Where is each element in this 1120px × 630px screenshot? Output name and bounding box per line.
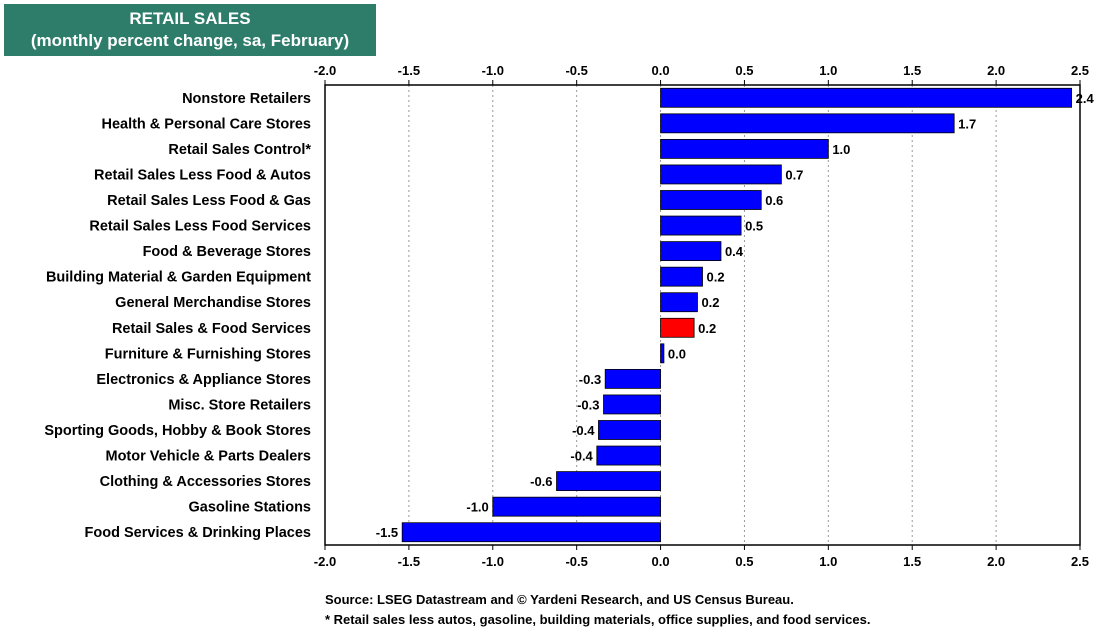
- bar: [660, 241, 722, 262]
- data-label: 2.4: [1076, 91, 1095, 106]
- data-label: 0.2: [698, 321, 716, 336]
- data-label: -0.3: [579, 372, 601, 387]
- data-label: 0.5: [745, 219, 763, 234]
- tick-label-top: 0.5: [735, 63, 753, 78]
- category-label: Retail Sales Less Food & Gas: [107, 193, 311, 209]
- data-label: -0.6: [530, 474, 552, 489]
- category-label: General Merchandise Stores: [115, 295, 311, 311]
- data-label: 1.7: [958, 116, 976, 131]
- category-label: Nonstore Retailers: [182, 91, 311, 107]
- tick-label-bottom: -2.0: [314, 554, 336, 569]
- tick-label-bottom: 0.5: [735, 554, 753, 569]
- bar: [660, 317, 695, 338]
- bar: [660, 292, 698, 313]
- bar: [598, 420, 661, 440]
- tick-label-bottom: 1.5: [903, 554, 921, 569]
- bar: [604, 368, 661, 389]
- tick-label-top: -1.0: [482, 63, 504, 78]
- tick-label-top: -0.5: [565, 63, 587, 78]
- data-label: 0.7: [785, 167, 803, 182]
- bar: [660, 190, 762, 210]
- tick-label-bottom: -1.5: [398, 554, 420, 569]
- category-label: Retail Sales Control*: [168, 142, 311, 158]
- bar: [492, 496, 661, 517]
- category-label: Sporting Goods, Hobby & Book Stores: [44, 423, 311, 439]
- bar: [596, 445, 661, 466]
- data-label: -0.4: [570, 449, 593, 464]
- data-label: -0.3: [577, 397, 599, 412]
- tick-label-top: 1.0: [819, 63, 837, 78]
- category-label: Retail Sales Less Food Services: [89, 219, 311, 235]
- bar: [660, 215, 742, 236]
- bar: [660, 138, 829, 159]
- footnote: * Retail sales less autos, gasoline, bui…: [325, 612, 871, 627]
- tick-label-top: 1.5: [903, 63, 921, 78]
- tick-label-bottom: -1.0: [482, 554, 504, 569]
- category-label: Health & Personal Care Stores: [101, 116, 311, 132]
- bar: [603, 394, 661, 415]
- tick-label-bottom: 2.0: [987, 554, 1005, 569]
- category-label: Food & Beverage Stores: [143, 244, 311, 260]
- tick-label-top: -1.5: [398, 63, 420, 78]
- chart-title-box: RETAIL SALES (monthly percent change, sa…: [4, 4, 376, 56]
- data-label: 1.0: [832, 142, 850, 157]
- category-label: Furniture & Furnishing Stores: [105, 346, 311, 362]
- category-label: Food Services & Drinking Places: [85, 525, 311, 541]
- data-label: -1.0: [466, 500, 488, 515]
- bar: [660, 343, 665, 364]
- tick-label-bottom: 0.0: [652, 554, 670, 569]
- category-label: Clothing & Accessories Stores: [100, 474, 311, 490]
- data-label: 0.2: [707, 270, 725, 285]
- tick-label-top: 0.0: [652, 63, 670, 78]
- category-label: Retail Sales Less Food & Autos: [94, 167, 311, 183]
- data-label: -1.5: [376, 525, 398, 540]
- tick-label-bottom: -0.5: [565, 554, 587, 569]
- category-label: Building Material & Garden Equipment: [46, 270, 311, 286]
- data-label: 0.2: [701, 295, 719, 310]
- bar: [660, 87, 1073, 108]
- tick-label-bottom: 1.0: [819, 554, 837, 569]
- bar: [660, 266, 703, 287]
- bar: [556, 471, 661, 492]
- bar: [660, 164, 782, 185]
- tick-label-top: 2.0: [987, 63, 1005, 78]
- chart-notes: Source: LSEG Datastream and © Yardeni Re…: [325, 590, 870, 630]
- tick-label-top: -2.0: [314, 63, 336, 78]
- data-label: 0.0: [668, 346, 686, 361]
- tick-label-bottom: 2.5: [1071, 554, 1089, 569]
- category-label: Retail Sales & Food Services: [112, 321, 311, 337]
- category-label: Gasoline Stations: [189, 500, 311, 516]
- plot-frame: [324, 84, 1081, 546]
- chart-subtitle: (monthly percent change, sa, February): [30, 31, 350, 50]
- category-label: Motor Vehicle & Parts Dealers: [106, 449, 312, 465]
- bar: [401, 522, 661, 543]
- bar-chart: -2.0-2.0-1.5-1.5-1.0-1.0-0.5-0.50.00.00.…: [44, 63, 1095, 569]
- source-note: Source: LSEG Datastream and © Yardeni Re…: [325, 592, 794, 607]
- chart-title: RETAIL SALES: [129, 9, 251, 28]
- data-label: 0.4: [725, 244, 744, 259]
- bar: [660, 113, 955, 134]
- tick-label-top: 2.5: [1071, 63, 1089, 78]
- category-label: Electronics & Appliance Stores: [96, 372, 311, 388]
- data-label: -0.4: [572, 423, 595, 438]
- data-label: 0.6: [765, 193, 783, 208]
- category-label: Misc. Store Retailers: [168, 397, 311, 413]
